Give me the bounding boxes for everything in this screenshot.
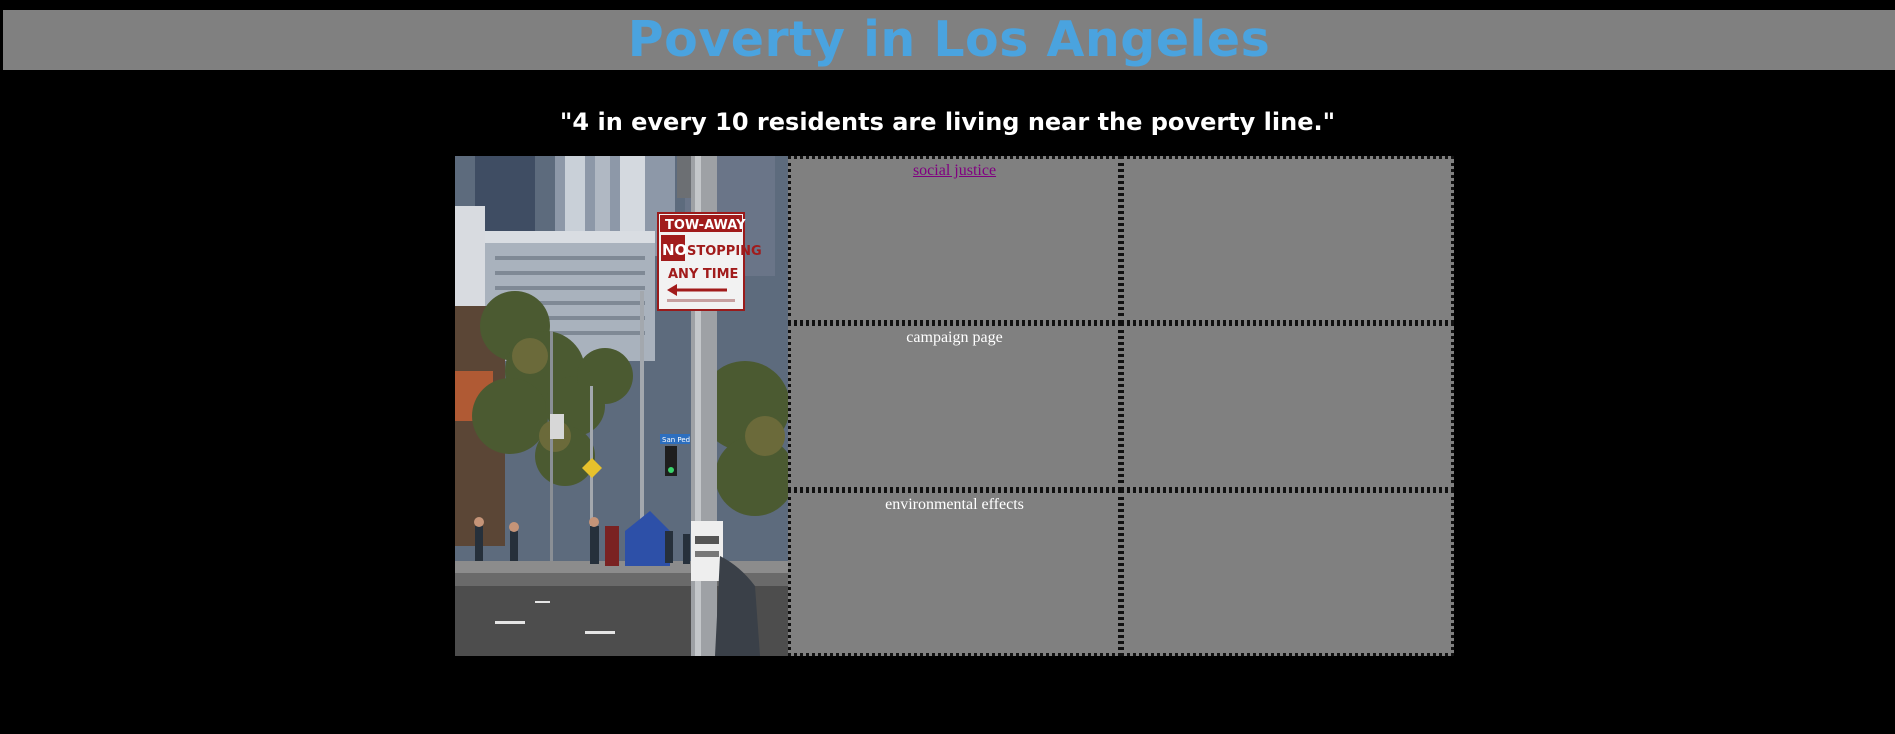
cell-social-justice: social justice bbox=[788, 156, 1121, 323]
cell-environmental-effects: environmental effects bbox=[788, 490, 1121, 656]
svg-text:ANY TIME: ANY TIME bbox=[668, 267, 738, 282]
social-justice-link[interactable]: social justice bbox=[912, 162, 997, 179]
svg-text:STOPPING: STOPPING bbox=[687, 244, 762, 259]
cell-empty-3 bbox=[1121, 490, 1454, 656]
svg-text:TOW-AWAY: TOW-AWAY bbox=[665, 218, 746, 233]
topic-grid: social justice campaign page environment… bbox=[788, 156, 1454, 656]
street-sign-label: San Ped bbox=[662, 436, 690, 444]
tow-away-sign: TOW-AWAY NO STOPPING ANY TIME bbox=[657, 212, 762, 311]
poverty-quote: "4 in every 10 residents are living near… bbox=[559, 108, 1336, 136]
environmental-effects-link[interactable]: environmental effects bbox=[885, 496, 1024, 513]
cell-empty-2 bbox=[1121, 323, 1454, 490]
svg-text:NO: NO bbox=[662, 241, 687, 259]
street-photo: San Ped bbox=[455, 156, 789, 656]
cell-empty-1 bbox=[1121, 156, 1454, 323]
header-bar: Poverty in Los Angeles bbox=[3, 10, 1895, 70]
cell-campaign-page: campaign page bbox=[788, 323, 1121, 490]
page-title: Poverty in Los Angeles bbox=[627, 10, 1271, 68]
campaign-page-link[interactable]: campaign page bbox=[906, 329, 1003, 346]
